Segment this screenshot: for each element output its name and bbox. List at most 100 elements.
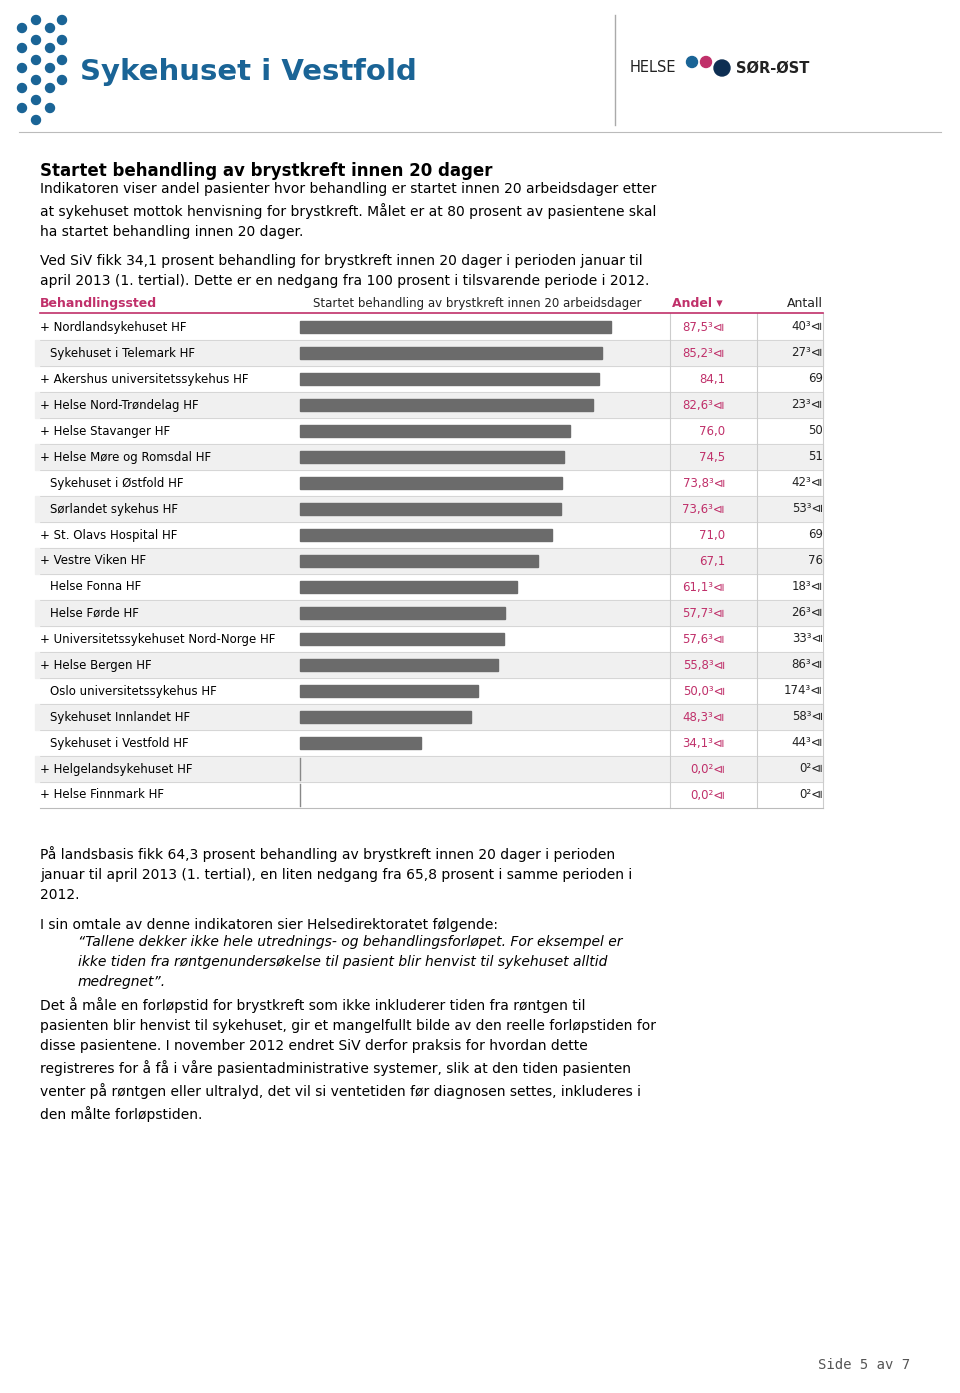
Circle shape xyxy=(58,35,66,45)
Bar xyxy=(300,554,539,567)
Text: 71,0: 71,0 xyxy=(699,528,725,542)
Text: + Akershus universitetssykehus HF: + Akershus universitetssykehus HF xyxy=(40,372,249,386)
Text: 84,1: 84,1 xyxy=(699,372,725,386)
Circle shape xyxy=(32,15,40,25)
Text: 51: 51 xyxy=(808,450,823,464)
Text: Sørlandet sykehus HF: Sørlandet sykehus HF xyxy=(50,503,178,515)
Bar xyxy=(300,581,516,593)
Bar xyxy=(300,503,562,515)
Text: 50: 50 xyxy=(808,425,823,437)
Circle shape xyxy=(58,15,66,25)
Text: 82,6³⧏: 82,6³⧏ xyxy=(683,398,725,411)
Text: 0,0²⧏: 0,0²⧏ xyxy=(690,762,725,776)
Bar xyxy=(300,685,477,696)
Bar xyxy=(35,444,823,469)
Bar xyxy=(300,737,421,749)
Bar xyxy=(35,547,823,574)
Bar xyxy=(35,756,823,781)
Text: Startet behandling av brystkreft innen 20 arbeidsdager: Startet behandling av brystkreft innen 2… xyxy=(313,297,641,311)
Text: 76,0: 76,0 xyxy=(699,425,725,437)
Circle shape xyxy=(58,75,66,85)
Bar xyxy=(300,607,505,618)
Text: 86³⧏: 86³⧏ xyxy=(792,659,823,671)
Text: Andel ▾: Andel ▾ xyxy=(672,297,723,311)
Circle shape xyxy=(32,116,40,124)
Text: 73,6³⧏: 73,6³⧏ xyxy=(683,503,725,515)
Text: Helse Fonna HF: Helse Fonna HF xyxy=(50,581,141,593)
Bar xyxy=(300,398,593,411)
Text: Startet behandling av brystkreft innen 20 dager: Startet behandling av brystkreft innen 2… xyxy=(40,162,492,180)
Text: + Helse Møre og Romsdal HF: + Helse Møre og Romsdal HF xyxy=(40,450,211,464)
Bar xyxy=(35,496,823,522)
Text: 33³⧏: 33³⧏ xyxy=(792,632,823,645)
Text: 26³⧏: 26³⧏ xyxy=(791,606,823,620)
Circle shape xyxy=(686,57,698,67)
Text: 85,2³⧏: 85,2³⧏ xyxy=(683,347,725,359)
Text: Sykehuset i Telemark HF: Sykehuset i Telemark HF xyxy=(50,347,195,359)
Text: 74,5: 74,5 xyxy=(699,450,725,464)
Bar xyxy=(300,529,552,540)
Circle shape xyxy=(32,75,40,85)
Text: Sykehuset i Vestfold HF: Sykehuset i Vestfold HF xyxy=(50,737,188,749)
Circle shape xyxy=(17,64,27,72)
Text: 0,0²⧏: 0,0²⧏ xyxy=(690,788,725,801)
Text: Ved SiV fikk 34,1 prosent behandling for brystkreft innen 20 dager i perioden ja: Ved SiV fikk 34,1 prosent behandling for… xyxy=(40,254,649,288)
Text: Helse Førde HF: Helse Førde HF xyxy=(50,606,139,620)
Text: 48,3³⧏: 48,3³⧏ xyxy=(683,710,725,723)
Text: 174³⧏: 174³⧏ xyxy=(784,684,823,698)
Bar xyxy=(35,652,823,678)
Bar xyxy=(300,373,598,384)
Text: 0²⧏: 0²⧏ xyxy=(799,762,823,776)
Text: 42³⧏: 42³⧏ xyxy=(791,476,823,489)
Text: Sykehuset Innlandet HF: Sykehuset Innlandet HF xyxy=(50,710,190,723)
Circle shape xyxy=(17,43,27,53)
Text: Oslo universitetssykehus HF: Oslo universitetssykehus HF xyxy=(50,684,217,698)
Text: 57,7³⧏: 57,7³⧏ xyxy=(683,606,725,620)
Text: 23³⧏: 23³⧏ xyxy=(792,398,823,411)
Circle shape xyxy=(45,24,55,32)
Text: + Helse Finnmark HF: + Helse Finnmark HF xyxy=(40,788,164,801)
Text: 0²⧏: 0²⧏ xyxy=(799,788,823,801)
Circle shape xyxy=(32,35,40,45)
Circle shape xyxy=(32,96,40,104)
Bar xyxy=(300,451,564,462)
Text: + Vestre Viken HF: + Vestre Viken HF xyxy=(40,554,146,567)
Bar xyxy=(35,340,823,366)
Circle shape xyxy=(45,103,55,113)
Text: På landsbasis fikk 64,3 prosent behandling av brystkreft innen 20 dager i period: På landsbasis fikk 64,3 prosent behandli… xyxy=(40,846,633,903)
Circle shape xyxy=(45,84,55,92)
Text: + Nordlandsykehuset HF: + Nordlandsykehuset HF xyxy=(40,320,186,333)
Text: Sykehuset i Østfold HF: Sykehuset i Østfold HF xyxy=(50,476,183,489)
Text: HELSE: HELSE xyxy=(630,60,677,75)
Text: 18³⧏: 18³⧏ xyxy=(792,581,823,593)
Text: 34,1³⧏: 34,1³⧏ xyxy=(683,737,725,749)
Bar xyxy=(35,391,823,418)
Circle shape xyxy=(17,103,27,113)
Bar xyxy=(35,600,823,625)
Bar xyxy=(300,347,603,359)
Text: 40³⧏: 40³⧏ xyxy=(792,320,823,333)
Bar xyxy=(300,632,505,645)
Text: 61,1³⧏: 61,1³⧏ xyxy=(683,581,725,593)
Text: 69: 69 xyxy=(808,372,823,386)
Text: 27³⧏: 27³⧏ xyxy=(791,347,823,359)
Circle shape xyxy=(17,24,27,32)
Text: 44³⧏: 44³⧏ xyxy=(791,737,823,749)
Text: 58³⧏: 58³⧏ xyxy=(792,710,823,723)
Text: Sykehuset i Vestfold: Sykehuset i Vestfold xyxy=(80,59,417,86)
Text: Side 5 av 7: Side 5 av 7 xyxy=(818,1358,910,1372)
Text: + St. Olavs Hospital HF: + St. Olavs Hospital HF xyxy=(40,528,178,542)
Bar xyxy=(300,476,562,489)
Text: + Helse Bergen HF: + Helse Bergen HF xyxy=(40,659,152,671)
Circle shape xyxy=(32,56,40,64)
Text: 67,1: 67,1 xyxy=(699,554,725,567)
Text: 53³⧏: 53³⧏ xyxy=(792,503,823,515)
Bar xyxy=(35,703,823,730)
Bar xyxy=(300,320,611,333)
Bar xyxy=(300,425,570,437)
Text: 87,5³⧏: 87,5³⧏ xyxy=(683,320,725,333)
Circle shape xyxy=(701,57,711,67)
Text: Indikatoren viser andel pasienter hvor behandling er startet innen 20 arbeidsdag: Indikatoren viser andel pasienter hvor b… xyxy=(40,182,657,240)
Circle shape xyxy=(17,84,27,92)
Text: 50,0³⧏: 50,0³⧏ xyxy=(683,684,725,698)
